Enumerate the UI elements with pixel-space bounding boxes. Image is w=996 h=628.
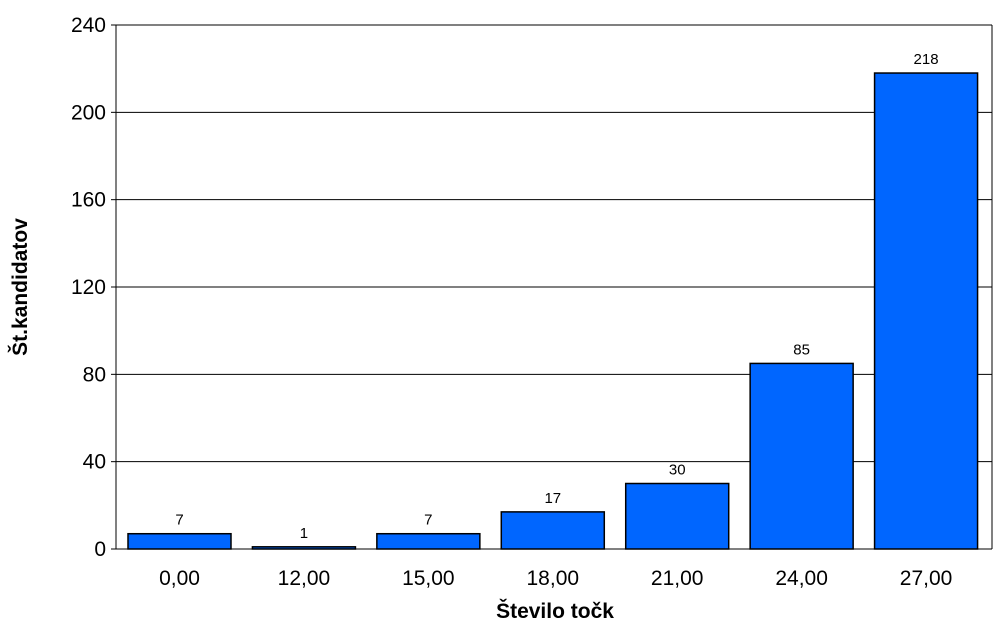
bar [127,532,232,550]
bar [500,511,606,550]
x-tick-label: 15,00 [402,567,455,590]
y-tick-label: 200 [71,101,106,124]
x-tick-label: 12,00 [278,567,331,590]
y-axis-title: Št.kandidatov [8,218,32,356]
bar-value-label: 1 [300,525,308,542]
x-tick-label: 18,00 [527,567,580,590]
x-axis-title: Število točk [496,599,614,623]
bar [624,482,730,550]
bar-value-label: 30 [669,462,686,479]
y-tick-label: 0 [94,538,106,561]
bar [873,72,979,550]
x-tick-label: 21,00 [651,567,704,590]
bar-value-label: 7 [175,512,183,529]
bar-value-label: 218 [914,51,939,68]
y-tick-label: 120 [71,276,106,299]
bars [127,72,979,550]
x-tick-label: 0,00 [159,567,200,590]
bar [376,532,481,550]
bar-value-label: 7 [424,512,432,529]
y-tick-labels: 0 40 80 120 160 200 240 [71,14,116,561]
x-tick-label: 27,00 [900,567,953,590]
y-tick-label: 40 [83,451,106,474]
bar-value-label: 17 [544,490,561,507]
y-tick-label: 80 [83,363,106,386]
bar [749,362,854,550]
y-tick-label: 240 [71,14,106,37]
x-tick-labels: 0,00 12,00 15,00 18,00 21,00 24,00 27,00 [159,567,952,590]
x-tick-label: 24,00 [775,567,828,590]
y-tick-label: 160 [71,189,106,212]
gridlines [116,24,992,463]
bar-value-label: 85 [793,341,810,358]
